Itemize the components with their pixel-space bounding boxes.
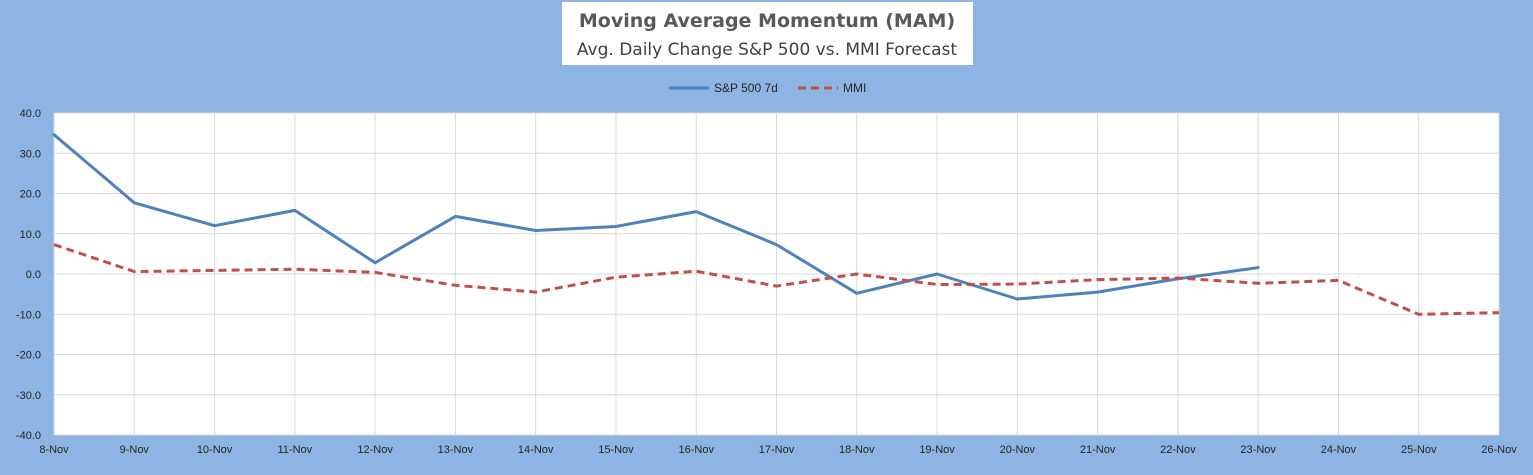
x-tick-label: 23-Nov <box>1240 444 1276 456</box>
x-tick-label: 18-Nov <box>839 444 875 456</box>
legend-item-sp500: S&P 500 7d <box>669 81 778 95</box>
legend: S&P 500 7d MMI <box>669 81 866 95</box>
x-tick-label: 9-Nov <box>120 444 150 456</box>
y-tick-label: 40.0 <box>20 108 41 120</box>
gridlines <box>53 112 1500 436</box>
series-group <box>52 133 1500 316</box>
x-tick-label: 17-Nov <box>759 444 795 456</box>
legend-item-mmi: MMI <box>798 81 866 95</box>
x-tick-label: 14-Nov <box>518 444 554 456</box>
series-line-sp500 <box>52 133 1260 301</box>
x-tick-label: 20-Nov <box>1000 444 1036 456</box>
legend-label: MMI <box>843 81 866 95</box>
chart-title: Moving Average Momentum (MAM) <box>579 10 955 32</box>
y-tick-label: 20.0 <box>20 189 41 201</box>
series-line-mmi <box>53 243 1500 316</box>
y-axis: 40.0 30.0 20.0 10.0 0.0 -10.0 -20.0 -30.0 -40.0 <box>16 108 41 442</box>
x-tick-label: 15-Nov <box>598 444 634 456</box>
x-tick-label: 26-Nov <box>1481 444 1517 456</box>
x-tick-label: 19-Nov <box>919 444 955 456</box>
y-tick-label: 10.0 <box>20 229 41 241</box>
x-tick-label: 10-Nov <box>197 444 233 456</box>
y-tick-label: -30.0 <box>16 390 41 402</box>
x-tick-label: 11-Nov <box>278 444 313 456</box>
y-tick-label: -20.0 <box>16 350 41 362</box>
title-box <box>562 2 973 65</box>
y-tick-label: -40.0 <box>16 430 41 442</box>
y-tick-label: 0.0 <box>26 269 41 281</box>
x-tick-label: 24-Nov <box>1321 444 1357 456</box>
chart-subtitle: Avg. Daily Change S&P 500 vs. MMI Foreca… <box>577 40 958 60</box>
x-tick-label: 13-Nov <box>438 444 474 456</box>
x-tick-label: 8-Nov <box>39 444 69 456</box>
y-tick-label: -10.0 <box>16 309 41 321</box>
x-axis: 8-Nov 9-Nov 10-Nov 11-Nov 12-Nov 13-Nov 14-Nov… <box>39 444 1517 456</box>
x-tick-label: 21-Nov <box>1080 444 1116 456</box>
x-tick-label: 22-Nov <box>1160 444 1196 456</box>
y-tick-label: 30.0 <box>20 148 41 160</box>
x-tick-label: 25-Nov <box>1401 444 1437 456</box>
legend-label: S&P 500 7d <box>714 81 778 95</box>
x-tick-label: 16-Nov <box>678 444 714 456</box>
x-tick-label: 12-Nov <box>357 444 393 456</box>
